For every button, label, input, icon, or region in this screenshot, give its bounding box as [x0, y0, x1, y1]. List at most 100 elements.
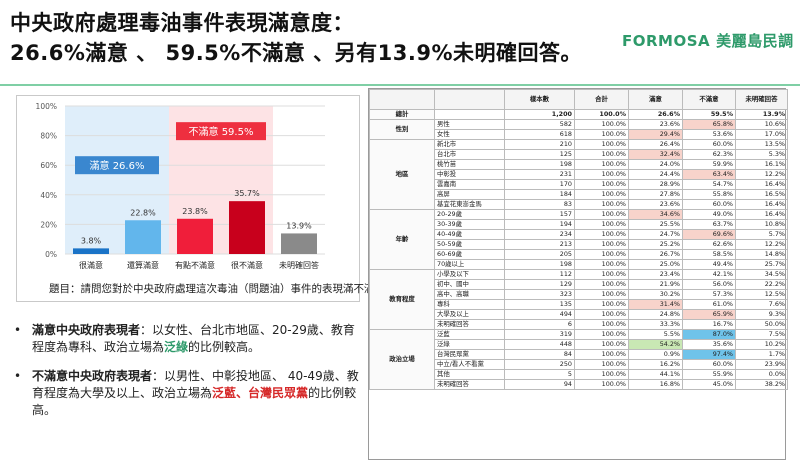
no-answer-cell: 14.8%	[735, 249, 788, 260]
dissatisfied-cell: 58.5%	[682, 249, 736, 260]
dissatisfied-cell: 55.9%	[682, 369, 736, 380]
sample-cell: 205	[504, 249, 575, 260]
sample-cell: 83	[504, 199, 575, 210]
bullet-dot: •	[14, 323, 22, 337]
total-cell: 100.0%	[574, 349, 629, 360]
header-blank	[369, 89, 435, 110]
no-answer-cell: 34.5%	[735, 269, 788, 280]
title-line-1: 中央政府處理毒油事件表現滿意度：	[10, 11, 354, 35]
findings-list: • 滿意中央政府表現者：以女性、台北市地區、20-29歲、教育程度為專科、政治立…	[10, 322, 360, 431]
subgroup-cell: 大學及以上	[434, 309, 505, 320]
group-cell: 性別	[369, 119, 435, 140]
group-cell: 總計	[369, 109, 435, 120]
bar-chart-panel: 0% 20% 40% 60% 80% 100% 3.8% 很滿意 22.8% 還算滿意 23.8% 有…	[16, 95, 396, 302]
sample-cell: 231	[504, 169, 575, 180]
dissatisfied-cell: 54.7%	[682, 179, 736, 190]
subgroup-cell: 雲嘉南	[434, 179, 505, 190]
total-cell: 100.0%	[574, 259, 629, 270]
subgroup-cell: 30-39歲	[434, 219, 505, 230]
group-cell: 教育程度	[369, 269, 435, 330]
sample-cell: 170	[504, 179, 575, 190]
subgroup-cell: 40-49歲	[434, 229, 505, 240]
subgroup-cell: 泛綠	[434, 339, 505, 350]
subgroup-cell: 台灣民眾黨	[434, 349, 505, 360]
table-row: 總計 1,200 100.0% 26.6% 59.5% 13.9%	[369, 109, 788, 120]
category-label: 未明確回答	[279, 260, 319, 270]
subgroup-cell: 專科	[434, 299, 505, 310]
no-answer-cell: 9.3%	[735, 309, 788, 320]
table-row: 女性 618 100.0% 29.4% 53.6% 17.0%	[370, 129, 788, 140]
table-row: 台北市 125 100.0% 32.4% 62.3% 5.3%	[370, 149, 788, 160]
sample-cell: 582	[504, 119, 575, 130]
no-answer-cell: 12.5%	[735, 289, 788, 300]
y-tick-label: 100%	[36, 102, 57, 111]
sample-cell: 323	[504, 289, 575, 300]
category-label: 很滿意	[79, 260, 103, 270]
satisfied-cell: 23.6%	[628, 119, 683, 130]
subgroup-cell: 女性	[434, 129, 505, 140]
total-cell: 100.0%	[574, 309, 629, 320]
y-tick-label: 40%	[40, 191, 57, 200]
no-answer-cell: 12.2%	[735, 169, 788, 180]
dissatisfied-cell: 61.0%	[682, 299, 736, 310]
satisfied-cell: 5.5%	[628, 329, 683, 340]
no-answer-cell: 38.2%	[735, 379, 788, 390]
satisfied-cell: 32.4%	[628, 149, 683, 160]
total-cell: 100.0%	[574, 339, 629, 350]
dissatisfied-cell: 62.3%	[682, 149, 736, 160]
dissatisfied-cell: 60.0%	[682, 359, 736, 370]
no-answer-cell: 16.5%	[735, 189, 788, 200]
total-cell: 100.0%	[574, 119, 629, 130]
sample-cell: 5	[504, 369, 575, 380]
category-label: 還算滿意	[127, 260, 159, 270]
finding-tail: 的比例較高。	[188, 340, 261, 354]
subgroup-cell: 桃竹苗	[434, 159, 505, 170]
header-sample: 樣本數	[504, 89, 575, 110]
satisfied-cell: 24.0%	[628, 159, 683, 170]
table-row: 中彰投 231 100.0% 24.4% 63.4% 12.2%	[370, 169, 788, 180]
dissatisfied-cell: 87.0%	[682, 329, 736, 340]
y-tick-label: 80%	[40, 132, 57, 141]
group-cell: 政治立場	[369, 329, 435, 390]
total-cell: 100.0%	[574, 219, 629, 230]
y-tick-label: 60%	[40, 161, 57, 170]
header-dissatisfied: 不滿意	[682, 89, 736, 110]
table-row: 政治立場 泛藍 319 100.0% 5.5% 87.0% 7.5%	[369, 329, 788, 390]
total-cell: 100.0%	[574, 209, 629, 220]
table-row: 地區 新北市 210 100.0% 26.4% 60.0% 13.5%	[369, 139, 788, 210]
total-cell: 100.0%	[574, 199, 629, 210]
finding-lead: 滿意中央政府表現者	[32, 323, 141, 337]
sample-cell: 210	[504, 139, 575, 150]
sample-cell: 112	[504, 269, 575, 280]
subgroup-cell	[434, 109, 505, 120]
finding-highlight-green: 泛綠	[164, 340, 189, 354]
total-cell: 100.0%	[574, 159, 629, 170]
sample-cell: 125	[504, 149, 575, 160]
y-tick-label: 20%	[40, 220, 57, 229]
total-cell: 100.0%	[574, 229, 629, 240]
sample-cell: 250	[504, 359, 575, 370]
data-label: 35.7%	[234, 189, 260, 198]
satisfied-cell: 25.5%	[628, 219, 683, 230]
satisfied-cell: 24.8%	[628, 309, 683, 320]
sample-cell: 213	[504, 239, 575, 250]
total-cell: 100.0%	[574, 189, 629, 200]
satisfied-cell: 29.4%	[628, 129, 683, 140]
no-answer-cell: 10.2%	[735, 339, 788, 350]
satisfied-cell: 0.9%	[628, 349, 683, 360]
finding-separator: 、	[236, 386, 249, 400]
question-caption: 題目：請問您對於中央政府處理這次毒油（問題油）事件的表現滿不滿意？	[49, 283, 396, 295]
dissatisfied-cell: 69.6%	[682, 229, 736, 240]
no-answer-cell: 7.5%	[735, 329, 788, 340]
total-cell: 100.0%	[574, 169, 629, 180]
crosstab-body: 樣本數 合計 滿意 不滿意 未明確回答 總計 1,200 100.0% 26.6% 59…	[369, 89, 788, 390]
total-cell: 100.0%	[574, 269, 629, 280]
brand-name-en: FORMOSA	[622, 32, 711, 50]
table-row: 台灣民眾黨 84 100.0% 0.9% 97.4% 1.7%	[370, 349, 788, 360]
data-label: 22.8%	[130, 208, 156, 217]
subgroup-cell: 未明確回答	[434, 319, 505, 330]
dissatisfied-cell: 45.0%	[682, 379, 736, 390]
subgroup-cell: 台北市	[434, 149, 505, 160]
subgroup-cell: 基宜花東澎金馬	[434, 199, 505, 210]
sample-cell: 6	[504, 319, 575, 330]
